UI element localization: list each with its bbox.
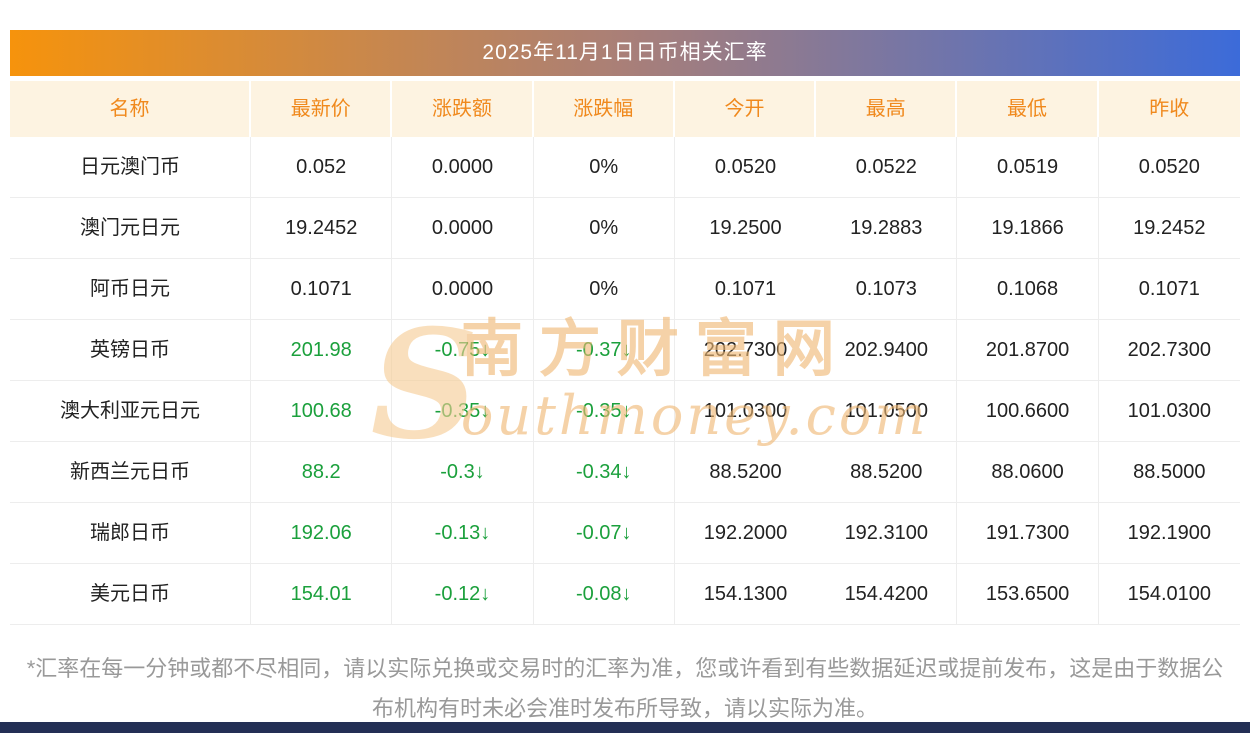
latest-price-cell: 88.2 (251, 442, 393, 502)
column-header-prev-close: 昨收 (1149, 98, 1190, 120)
high-price-cell: 0.1073 (816, 259, 958, 319)
table-row: 阿币日元 0.1071 0.0000 0% 0.1071 0.1073 0.10… (10, 259, 1240, 320)
open-price-cell: 192.2000 (703, 522, 788, 544)
currency-pair-name: 日元澳门币 (10, 137, 252, 197)
prev-close-cell: 0.0520 (1138, 156, 1200, 178)
column-header-low: 最低 (957, 81, 1099, 137)
change-percent-cell: -0.34↓ (534, 442, 675, 502)
latest-price-cell: 201.98 (251, 320, 393, 380)
column-header-change-percent: 涨跌幅 (534, 81, 675, 137)
currency-pair-name: 澳门元日元 (10, 198, 252, 258)
change-amount-cell: -0.13↓ (392, 503, 534, 563)
change-percent-cell: 0% (534, 198, 675, 258)
currency-pair-name: 瑞郎日币 (10, 503, 252, 563)
high-price-cell: 101.0500 (816, 381, 958, 441)
high-price-cell: 19.2883 (816, 198, 958, 258)
column-header-latest-price: 最新价 (251, 81, 393, 137)
change-amount-cell: -0.12↓ (392, 564, 534, 624)
low-price-cell: 19.1866 (957, 198, 1099, 258)
open-price-cell: 88.5200 (709, 461, 782, 483)
prev-close-cell: 154.0100 (1127, 583, 1212, 605)
open-price-cell: 202.7300 (703, 339, 788, 361)
table-row: 美元日币 154.01 -0.12↓ -0.08↓ 154.1300 154.4… (10, 564, 1240, 625)
open-price-cell: 101.0300 (703, 400, 788, 422)
table-row: 澳门元日元 19.2452 0.0000 0% 19.2500 19.2883 … (10, 198, 1240, 259)
latest-price-cell: 100.68 (251, 381, 393, 441)
change-percent-cell: 0% (534, 259, 675, 319)
prev-close-cell: 101.0300 (1127, 400, 1212, 422)
prev-close-cell: 88.5000 (1133, 461, 1206, 483)
change-percent-cell: -0.07↓ (534, 503, 675, 563)
currency-pair-name: 阿币日元 (10, 259, 252, 319)
change-amount-cell: 0.0000 (392, 198, 534, 258)
currency-pair-name: 新西兰元日币 (10, 442, 252, 502)
open-price-cell: 154.1300 (703, 583, 788, 605)
column-header-name: 名称 (10, 81, 252, 137)
rates-table: 名称 最新价 涨跌额 涨跌幅 今开 最高 最低 昨收 日元澳门币 0.052 0… (10, 81, 1240, 625)
page-title: 2025年11月1日日币相关汇率 (482, 41, 768, 64)
change-percent-cell: -0.37↓ (534, 320, 675, 380)
column-header-change-amount: 涨跌额 (392, 81, 534, 137)
change-percent-cell: 0% (534, 137, 675, 197)
table-row: 日元澳门币 0.052 0.0000 0% 0.0520 0.0522 0.05… (10, 137, 1240, 198)
change-percent-cell: -0.08↓ (534, 564, 675, 624)
latest-price-cell: 0.1071 (251, 259, 393, 319)
table-row: 瑞郎日币 192.06 -0.13↓ -0.07↓ 192.2000 192.3… (10, 503, 1240, 564)
low-price-cell: 153.6500 (957, 564, 1099, 624)
latest-price-cell: 0.052 (251, 137, 393, 197)
open-price-cell: 0.1071 (714, 278, 777, 300)
change-amount-cell: 0.0000 (392, 137, 534, 197)
table-row: 新西兰元日币 88.2 -0.3↓ -0.34↓ 88.5200 88.5200… (10, 442, 1240, 503)
low-price-cell: 88.0600 (957, 442, 1099, 502)
table-row: 澳大利亚元日元 100.68 -0.35↓ -0.35↓ 101.0300 10… (10, 381, 1240, 442)
high-price-cell: 154.4200 (816, 564, 958, 624)
high-price-cell: 0.0522 (816, 137, 958, 197)
latest-price-cell: 154.01 (251, 564, 393, 624)
prev-close-cell: 19.2452 (1133, 217, 1206, 239)
low-price-cell: 191.7300 (957, 503, 1099, 563)
open-price-cell: 19.2500 (709, 217, 782, 239)
column-header-open: 今开 (675, 81, 817, 137)
latest-price-cell: 192.06 (251, 503, 393, 563)
disclaimer-note: *汇率在每一分钟或都不尽相同，请以实际兑换或交易时的汇率为准，您或许看到有些数据… (26, 656, 1224, 721)
prev-close-cell: 0.1071 (1138, 278, 1200, 300)
prev-close-cell: 202.7300 (1127, 339, 1212, 361)
high-price-cell: 202.9400 (816, 320, 958, 380)
high-price-cell: 192.3100 (816, 503, 958, 563)
low-price-cell: 0.0519 (957, 137, 1099, 197)
latest-price-cell: 19.2452 (251, 198, 393, 258)
currency-pair-name: 澳大利亚元日元 (10, 381, 252, 441)
title-banner: 2025年11月1日日币相关汇率 (10, 30, 1240, 76)
low-price-cell: 201.8700 (957, 320, 1099, 380)
low-price-cell: 0.1068 (957, 259, 1099, 319)
bottom-nav-bar (0, 722, 1250, 733)
column-header-high: 最高 (816, 81, 958, 137)
change-amount-cell: -0.35↓ (392, 381, 534, 441)
change-percent-cell: -0.35↓ (534, 381, 675, 441)
change-amount-cell: -0.75↓ (392, 320, 534, 380)
change-amount-cell: 0.0000 (392, 259, 534, 319)
table-row: 英镑日币 201.98 -0.75↓ -0.37↓ 202.7300 202.9… (10, 320, 1240, 381)
prev-close-cell: 192.1900 (1127, 522, 1212, 544)
low-price-cell: 100.6600 (957, 381, 1099, 441)
table-body: 日元澳门币 0.052 0.0000 0% 0.0520 0.0522 0.05… (10, 137, 1240, 625)
currency-pair-name: 美元日币 (10, 564, 252, 624)
change-amount-cell: -0.3↓ (392, 442, 534, 502)
currency-pair-name: 英镑日币 (10, 320, 252, 380)
open-price-cell: 0.0520 (714, 156, 777, 178)
table-header-row: 名称 最新价 涨跌额 涨跌幅 今开 最高 最低 昨收 (10, 81, 1240, 137)
high-price-cell: 88.5200 (816, 442, 958, 502)
